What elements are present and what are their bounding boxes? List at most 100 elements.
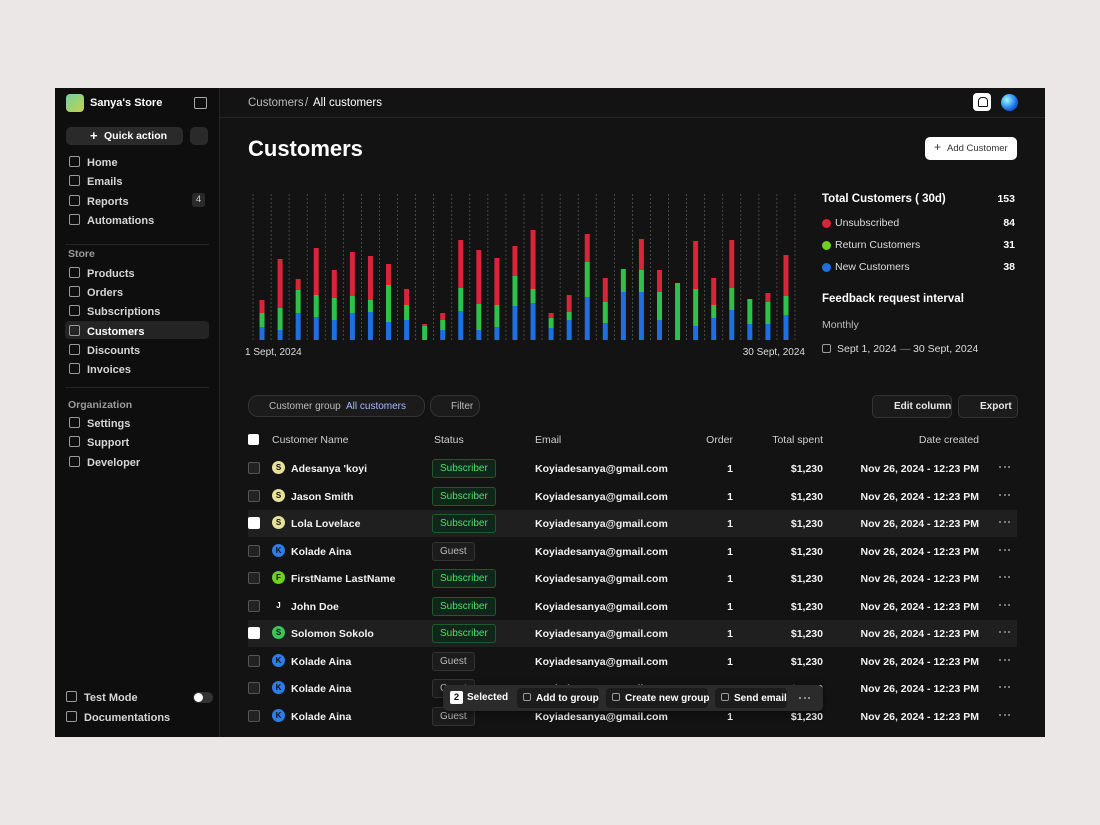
row-checkbox[interactable]: [248, 462, 260, 474]
summary-label: Return Customers: [835, 239, 921, 251]
customer-name[interactable]: Kolade Aina: [291, 545, 352, 558]
email: Koyiadesanya@gmail.com: [535, 573, 668, 585]
nav-item[interactable]: Settings: [87, 418, 131, 430]
nav-item[interactable]: Subscriptions: [87, 306, 161, 319]
bar-segment: [331, 320, 337, 340]
dot: [1003, 631, 1006, 633]
bar-segment: [602, 278, 608, 302]
row-menu[interactable]: [999, 461, 1013, 471]
row-checkbox[interactable]: [248, 654, 260, 667]
date-created: Nov 26, 2024 - 12:23 PM: [860, 573, 979, 585]
edit-column-button[interactable]: Edit column: [872, 395, 952, 418]
column-header[interactable]: Date created: [918, 434, 979, 446]
bar-segment: [584, 262, 590, 297]
order: 1: [727, 573, 733, 585]
row-menu[interactable]: [999, 516, 1013, 526]
quick-action-button[interactable]: Quick action +: [66, 127, 183, 145]
total-spent: $1,230: [790, 463, 823, 475]
row-checkbox[interactable]: [248, 544, 260, 557]
section-divider: [65, 386, 209, 388]
row-menu[interactable]: [999, 681, 1013, 691]
bar-segment: [729, 240, 735, 288]
footer-item[interactable]: Documentations: [84, 711, 171, 724]
summary-title: Total Customers ( 30d): [822, 193, 946, 205]
row-menu[interactable]: [999, 626, 1013, 636]
row-checkbox[interactable]: [248, 627, 260, 639]
filter-button[interactable]: Filter: [430, 395, 480, 417]
customer-group-select[interactable]: Customer group All customers: [248, 395, 425, 417]
search-button[interactable]: [190, 127, 208, 145]
row-menu[interactable]: [999, 599, 1013, 609]
dot: [999, 493, 1001, 496]
x-tick-label: 30 Sept, 2024: [743, 347, 805, 358]
customer-name[interactable]: Kolade Aina: [291, 683, 352, 695]
customer-name[interactable]: Lola Lovelace: [291, 518, 361, 530]
bar-segment: [729, 288, 735, 310]
test-mode-toggle[interactable]: [193, 692, 213, 703]
nav-item[interactable]: Products: [87, 267, 135, 280]
nav-item[interactable]: Invoices: [87, 364, 132, 377]
action-label: Add to group: [536, 693, 599, 704]
footer-item[interactable]: Test Mode: [84, 692, 138, 704]
header-checkbox[interactable]: [248, 434, 259, 445]
customer-name[interactable]: Kolade Aina: [291, 655, 352, 668]
customer-name[interactable]: Kolade Aina: [291, 710, 352, 723]
email: Koyiadesanya@gmail.com: [535, 655, 668, 668]
nav-item[interactable]: Support: [87, 437, 130, 450]
row-checkbox[interactable]: [248, 709, 260, 722]
selection-action[interactable]: Create new group: [606, 688, 709, 708]
customer-name[interactable]: John Doe: [291, 600, 339, 613]
selection-action[interactable]: Send email: [715, 688, 787, 708]
user-avatar[interactable]: [1001, 94, 1018, 111]
row-checkbox[interactable]: [248, 517, 260, 529]
nav-item[interactable]: Discounts: [87, 344, 141, 357]
nav-item[interactable]: Emails: [87, 176, 123, 189]
add-customer-button[interactable]: Add Customer +: [925, 137, 1017, 160]
store-name[interactable]: Sanya's Store: [90, 97, 163, 109]
column-header[interactable]: Email: [535, 434, 562, 446]
nav-item[interactable]: Reports: [87, 195, 129, 208]
bar-segment: [620, 292, 626, 340]
date-created: Nov 26, 2024 - 12:23 PM: [860, 710, 979, 723]
nav-item[interactable]: Developer: [87, 456, 141, 469]
row-menu[interactable]: [999, 489, 1013, 499]
column-header[interactable]: Customer Name: [272, 434, 349, 446]
row-menu[interactable]: [999, 544, 1013, 554]
row-menu[interactable]: [999, 571, 1013, 581]
summary-value: 38: [1003, 261, 1015, 273]
export-button[interactable]: Export: [958, 395, 1018, 418]
nav-badge: 4: [192, 192, 205, 207]
customer-name[interactable]: Adesanya 'koyi: [291, 463, 368, 475]
bar-segment: [530, 230, 536, 289]
breadcrumb-parent[interactable]: Customers: [248, 97, 304, 109]
row-highlight: [248, 510, 1017, 537]
customer-name[interactable]: Solomon Sokolo: [291, 628, 374, 640]
selection-action[interactable]: Add to group: [517, 688, 599, 708]
date-to[interactable]: 30 Sept, 2024: [913, 343, 979, 355]
customer-name[interactable]: FirstName LastName: [291, 573, 396, 585]
bar-segment: [331, 270, 337, 298]
row-menu[interactable]: [999, 654, 1013, 664]
date-from[interactable]: Sept 1, 2024: [837, 343, 897, 355]
column-header[interactable]: Status: [434, 434, 464, 446]
more-button[interactable]: [799, 693, 813, 703]
bar-segment: [295, 313, 301, 340]
sidebar-toggle[interactable]: [194, 97, 207, 109]
customer-name[interactable]: Jason Smith: [291, 490, 354, 503]
group-value: All customers: [346, 401, 407, 412]
nav-item[interactable]: Orders: [87, 287, 124, 299]
bar-segment: [638, 239, 644, 270]
nav-item[interactable]: Automations: [87, 214, 155, 227]
nav-item[interactable]: Home: [87, 157, 118, 169]
sidebar: Sanya's Store Quick action + Home Emails Repo…: [55, 88, 220, 737]
column-header[interactable]: Order: [706, 434, 733, 446]
bar-segment: [277, 308, 283, 330]
nav-item[interactable]: Customers: [87, 325, 145, 338]
column-header[interactable]: Total spent: [772, 434, 823, 446]
interval-select[interactable]: Monthly: [822, 319, 859, 331]
row-checkbox[interactable]: [248, 682, 260, 694]
row-menu[interactable]: [999, 709, 1013, 719]
row-checkbox[interactable]: [248, 489, 260, 502]
row-checkbox[interactable]: [248, 599, 260, 612]
row-checkbox[interactable]: [248, 572, 260, 584]
